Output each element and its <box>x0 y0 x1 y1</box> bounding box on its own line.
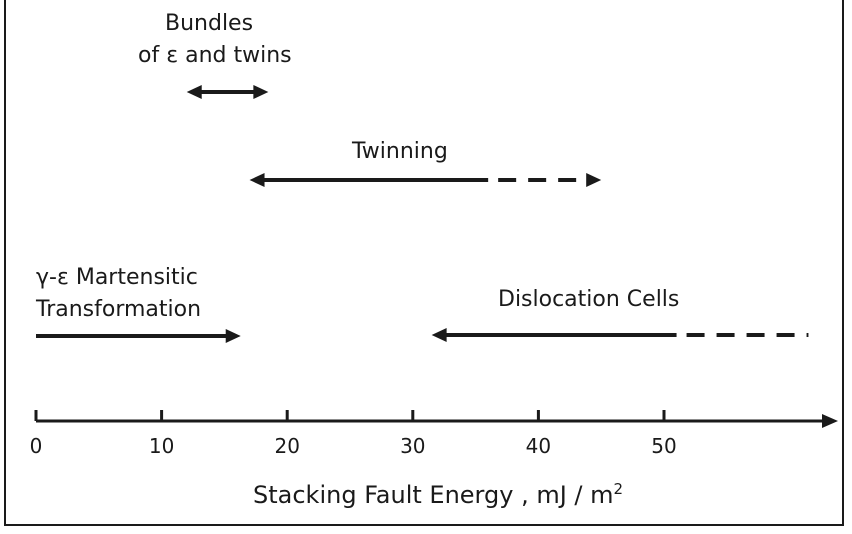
label-martensitic-line2: Transformation <box>36 297 202 322</box>
ranges <box>36 85 809 343</box>
label-bundles-line2: of ε and twins <box>138 43 292 68</box>
label-twinning: Twinning <box>352 139 448 164</box>
figure-frame <box>4 0 844 526</box>
tick-label: 30 <box>400 434 425 458</box>
axis-ticks: 0 10 20 30 40 50 <box>30 410 677 458</box>
label-bundles-line1: Bundles <box>165 11 254 36</box>
tick-label: 40 <box>526 434 551 458</box>
tick-label: 0 <box>30 434 43 458</box>
bundles-right-arrowhead <box>253 85 269 99</box>
bundles-left-arrowhead <box>186 85 202 99</box>
tick-label: 50 <box>651 434 676 458</box>
label-martensitic-line1: γ-ε Martensitic <box>36 265 198 290</box>
twinning-left-arrowhead <box>249 173 265 187</box>
axis-title-text: Stacking Fault Energy , mJ / m <box>253 481 614 509</box>
dislocation-left-arrowhead <box>431 328 447 342</box>
twinning-right-arrowhead <box>586 173 602 187</box>
tick-label: 10 <box>149 434 174 458</box>
axis-title: Stacking Fault Energy , mJ / m2 <box>253 480 623 509</box>
axis-title-superscript: 2 <box>613 480 624 498</box>
axis-arrowhead <box>822 414 838 428</box>
tick-label: 20 <box>274 434 299 458</box>
martensitic-right-arrowhead <box>225 329 241 343</box>
label-dislocation: Dislocation Cells <box>498 287 680 312</box>
